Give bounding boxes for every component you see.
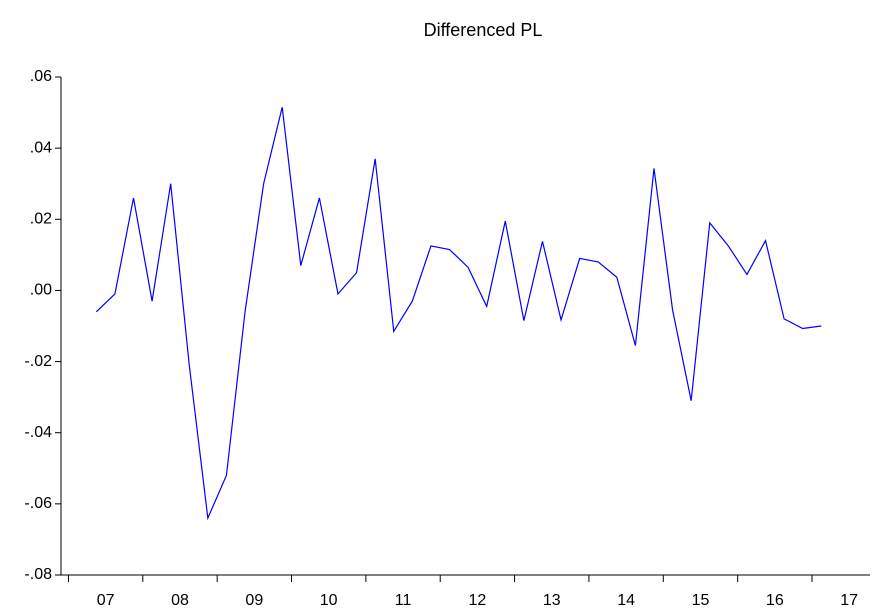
x-tick-label: 15 bbox=[692, 592, 710, 609]
x-tick-label: 11 bbox=[395, 592, 412, 609]
y-tick-label: .06 bbox=[30, 68, 52, 85]
y-tick-label: -.08 bbox=[24, 566, 52, 583]
x-tick-label: 10 bbox=[320, 592, 338, 609]
y-tick-label: -.04 bbox=[24, 424, 52, 441]
y-tick-label: .00 bbox=[30, 282, 52, 299]
line-series bbox=[95, 107, 822, 521]
chart-title: Differenced PL bbox=[424, 20, 543, 40]
x-tick-label: 12 bbox=[468, 592, 486, 609]
x-tick-label: 16 bbox=[766, 592, 784, 609]
y-tick-label: .04 bbox=[30, 139, 52, 156]
x-tick-label: 07 bbox=[97, 592, 115, 609]
x-tick-label: 17 bbox=[840, 592, 858, 609]
x-tick-label: 13 bbox=[543, 592, 561, 609]
y-tick-label: .02 bbox=[30, 211, 52, 228]
x-tick-label: 08 bbox=[171, 592, 189, 609]
y-tick-label: -.06 bbox=[24, 495, 52, 512]
y-tick-label: -.02 bbox=[24, 353, 52, 370]
x-tick-label: 14 bbox=[617, 592, 635, 609]
x-tick-label: 09 bbox=[245, 592, 263, 609]
